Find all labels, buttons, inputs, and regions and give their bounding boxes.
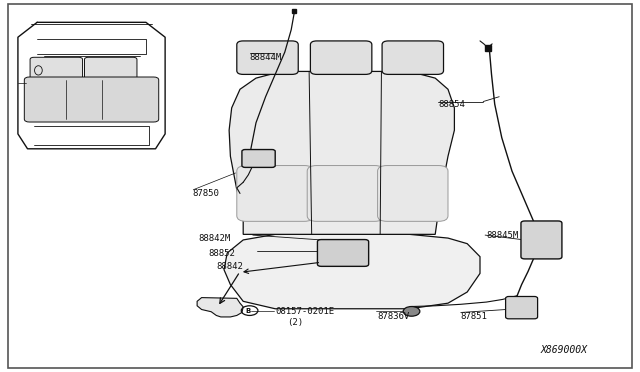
FancyBboxPatch shape [382,41,444,74]
Text: 88852: 88852 [209,249,236,258]
FancyBboxPatch shape [310,41,372,74]
FancyBboxPatch shape [307,166,384,221]
Polygon shape [229,71,454,234]
Circle shape [403,307,420,316]
FancyBboxPatch shape [30,57,83,90]
Text: 88854: 88854 [438,100,465,109]
Text: (2): (2) [287,318,303,327]
FancyBboxPatch shape [317,240,369,266]
FancyBboxPatch shape [242,150,275,167]
Text: B: B [246,308,251,314]
Text: 08157-0201E: 08157-0201E [275,307,334,316]
FancyBboxPatch shape [506,296,538,319]
Text: 87851: 87851 [461,312,488,321]
Text: X869000X: X869000X [541,346,588,355]
Text: 88842M: 88842M [198,234,230,243]
FancyBboxPatch shape [237,166,314,221]
Text: 87850: 87850 [192,189,219,198]
Text: 88844M: 88844M [250,53,282,62]
Text: 88842: 88842 [216,262,243,271]
FancyBboxPatch shape [521,221,562,259]
FancyBboxPatch shape [378,166,448,221]
Text: 88845M: 88845M [486,231,518,240]
FancyBboxPatch shape [24,77,159,122]
FancyBboxPatch shape [84,57,137,90]
Text: 87836V: 87836V [378,312,410,321]
FancyBboxPatch shape [237,41,298,74]
Polygon shape [197,298,243,317]
Polygon shape [224,234,480,309]
